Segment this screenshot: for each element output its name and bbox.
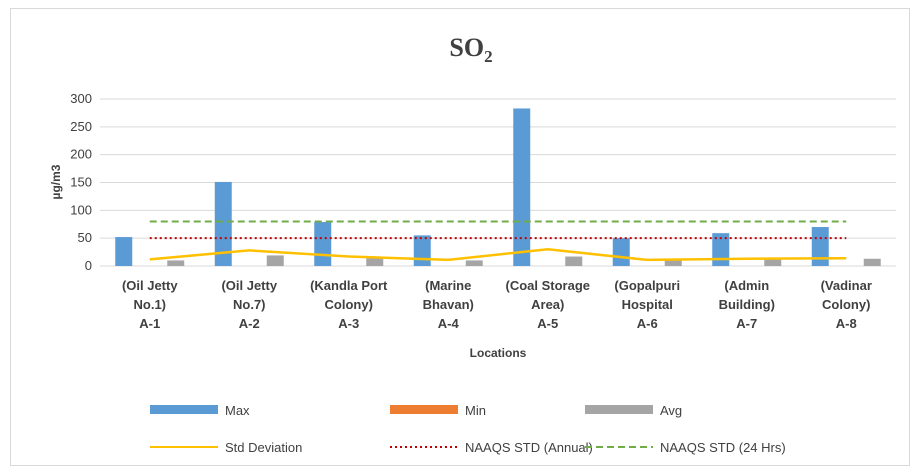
legend-label-max: Max [225,403,250,418]
category-label-line: A-2 [239,316,260,331]
legend-swatch-max [150,405,218,414]
category-label-line: (Oil Jetty [122,278,178,293]
bar-max-5 [513,108,531,266]
chart-title: SO2 [449,33,492,66]
y-tick-label: 100 [70,202,92,217]
category-label-line: A-6 [637,316,658,331]
legend-swatch-min [390,405,458,414]
category-label-line: Bhavan) [423,297,474,312]
category-label-3: (Kandla Port Colony) A-3 [310,278,388,331]
legend-label-avg: Avg [660,403,682,418]
category-label-line: (Admin [724,278,769,293]
category-label-line: A-3 [338,316,359,331]
legend-label-naaqs-std-annual-: NAAQS STD (Annual) [465,440,593,455]
legend-label-naaqs-std-24-hrs-: NAAQS STD (24 Hrs) [660,440,786,455]
chart-title-subscript: 2 [484,47,493,66]
category-label-line: A-4 [438,316,460,331]
category-label-line: (Kandla Port [310,278,388,293]
gridlines [100,98,896,267]
bar-avg-2 [266,255,284,266]
bar-max-8 [811,227,829,266]
category-label-line: No.7) [233,297,266,312]
series-line-std-deviation [149,248,847,262]
legend-swatch-avg [585,405,653,414]
category-label-line: Building) [719,297,775,312]
chart-title-main: SO [449,33,484,62]
category-labels: (Oil Jetty No.1) A-1 (Oil Jetty No.7) A-2 (Kan… [122,278,872,331]
legend: Max Min Avg Std Deviation NAAQS STD (Annual)… [150,403,786,455]
bar-avg-1 [167,260,185,266]
category-label-line: (Vadinar [821,278,872,293]
category-label-line: Area) [531,297,564,312]
chart-frame [10,8,910,466]
bars [115,108,881,266]
category-label-line: (Oil Jetty [221,278,277,293]
bar-max-6 [612,238,630,266]
x-axis-title: Locations [470,346,527,360]
y-tick-label: 0 [85,258,92,273]
category-label-line: Colony) [325,297,373,312]
category-label-4: (Marine Bhavan) A-4 [423,278,474,331]
category-label-2: (Oil Jetty No.7) A-2 [221,278,277,331]
category-label-line: A-8 [836,316,857,331]
bar-avg-3 [366,258,384,266]
category-label-8: (Vadinar Colony) A-8 [821,278,872,331]
bar-avg-8 [863,258,881,266]
y-tick-labels: 0 50 100 150 200 250 300 [70,91,92,273]
category-label-line: (Marine [425,278,471,293]
category-label-6: (Gopalpuri Hospital A-6 [614,278,680,331]
category-label-line: (Gopalpuri [614,278,680,293]
category-label-line: Hospital [622,297,673,312]
category-label-1: (Oil Jetty No.1) A-1 [122,278,178,331]
category-label-line: A-1 [139,316,160,331]
bar-max-2 [214,181,232,266]
legend-label-min: Min [465,403,486,418]
category-label-5: (Coal Storage Area) A-5 [505,278,590,331]
bar-max-4 [413,235,431,266]
y-tick-label: 250 [70,119,92,134]
bar-avg-5 [565,256,583,266]
y-tick-label: 150 [70,175,92,190]
category-label-line: A-5 [537,316,558,331]
series-lines [149,220,847,262]
category-label-7: (Admin Building) A-7 [719,278,775,331]
y-tick-label: 50 [78,230,92,245]
category-label-line: (Coal Storage [505,278,590,293]
bar-max-3 [314,222,332,266]
y-tick-label: 300 [70,91,92,106]
legend-label-std-deviation: Std Deviation [225,440,302,455]
category-label-line: No.1) [134,297,167,312]
category-label-line: A-7 [736,316,757,331]
bar-avg-7 [764,259,782,266]
y-tick-label: 200 [70,147,92,162]
category-label-line: Colony) [822,297,870,312]
bar-max-1 [115,237,133,266]
bar-avg-4 [465,260,483,266]
bar-avg-6 [664,259,682,266]
y-axis-title: µg/m3 [49,164,63,199]
